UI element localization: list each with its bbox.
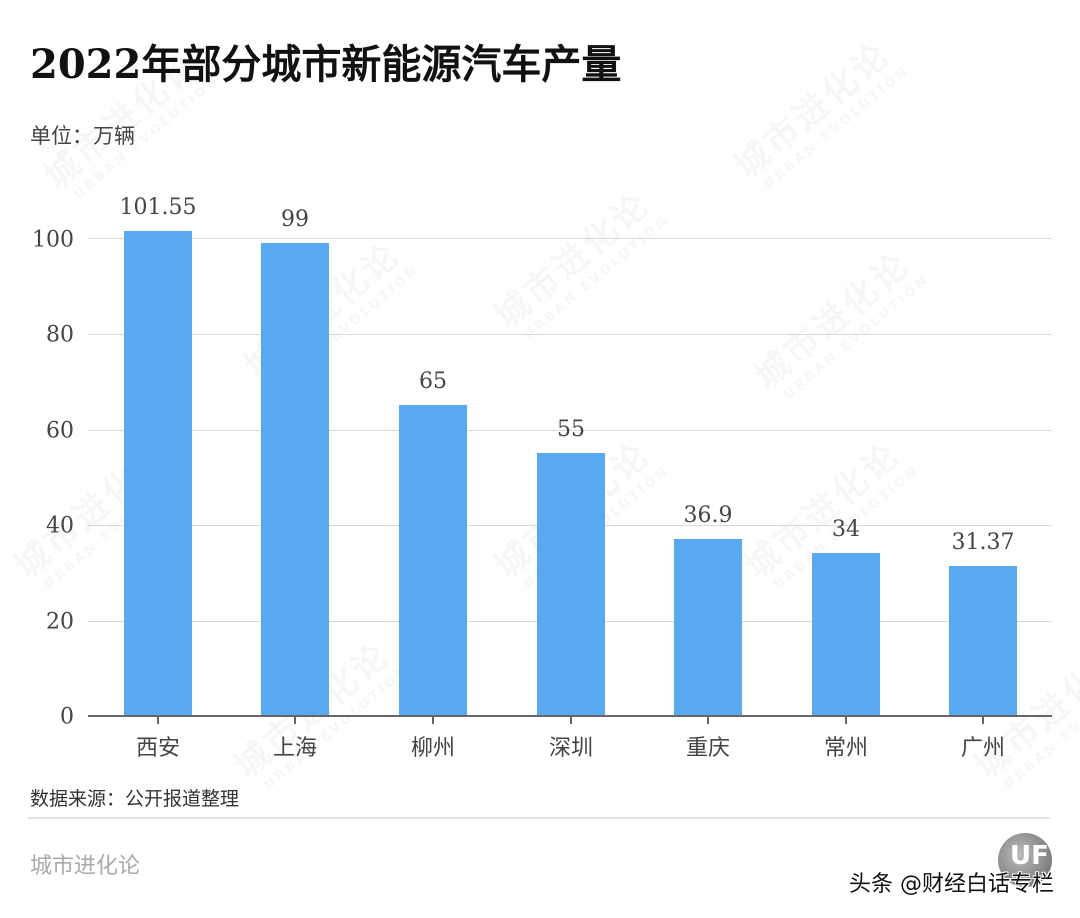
y-tick-80: 80 <box>46 322 74 348</box>
chart-title: 2022年部分城市新能源汽车产量 <box>30 41 622 88</box>
y-tick-20: 20 <box>46 609 74 635</box>
x-tick <box>707 717 709 724</box>
x-label-xian: 西安 <box>135 736 180 761</box>
x-label-guangzhou: 广州 <box>960 736 1005 761</box>
bar-liuzhou <box>399 405 467 716</box>
x-label-shenzhen: 深圳 <box>548 736 593 761</box>
gridline-80 <box>88 334 1052 335</box>
value-label-guangzhou: 31.37 <box>951 530 1015 555</box>
y-tick-60: 60 <box>46 418 74 444</box>
data-source: 数据来源：公开报道整理 <box>30 788 240 810</box>
value-label-chongqing: 36.9 <box>683 503 733 528</box>
gridline-60 <box>88 430 1052 431</box>
unit-label: 单位：万辆 <box>30 124 135 148</box>
x-tick <box>294 717 296 724</box>
gridline-100 <box>88 238 1052 239</box>
x-label-liuzhou: 柳州 <box>410 736 455 761</box>
bar-xian <box>124 231 192 716</box>
bar-guangzhou <box>949 566 1017 716</box>
x-label-chongqing: 重庆 <box>685 736 730 761</box>
x-label-changzhou: 常州 <box>823 736 868 761</box>
x-tick <box>845 717 847 724</box>
bar-shanghai <box>261 243 329 716</box>
bar-changzhou <box>812 553 880 716</box>
x-label-shanghai: 上海 <box>272 736 317 761</box>
value-label-shanghai: 99 <box>281 207 309 232</box>
y-tick-40: 40 <box>46 513 74 539</box>
bar-chongqing <box>674 539 742 716</box>
x-tick <box>570 717 572 724</box>
footer-divider <box>28 817 1050 819</box>
x-tick <box>982 717 984 724</box>
x-axis <box>88 715 1052 717</box>
value-label-shenzhen: 55 <box>557 417 585 442</box>
value-label-liuzhou: 65 <box>419 369 447 394</box>
logo-icon: UF <box>998 833 1052 887</box>
value-label-xian: 101.55 <box>119 195 197 220</box>
value-label-changzhou: 34 <box>832 517 860 542</box>
y-tick-100: 100 <box>32 227 74 253</box>
bar-shenzhen <box>537 453 605 716</box>
x-tick <box>432 717 434 724</box>
brand-name: 城市进化论 <box>30 854 141 879</box>
x-tick <box>157 717 159 724</box>
y-tick-0: 0 <box>60 704 74 730</box>
author-credit: 头条 @财经白话专栏 <box>849 872 1054 897</box>
bar-chart: 100 80 60 40 20 0 101.55 99 65 55 36.9 3… <box>32 195 1052 761</box>
